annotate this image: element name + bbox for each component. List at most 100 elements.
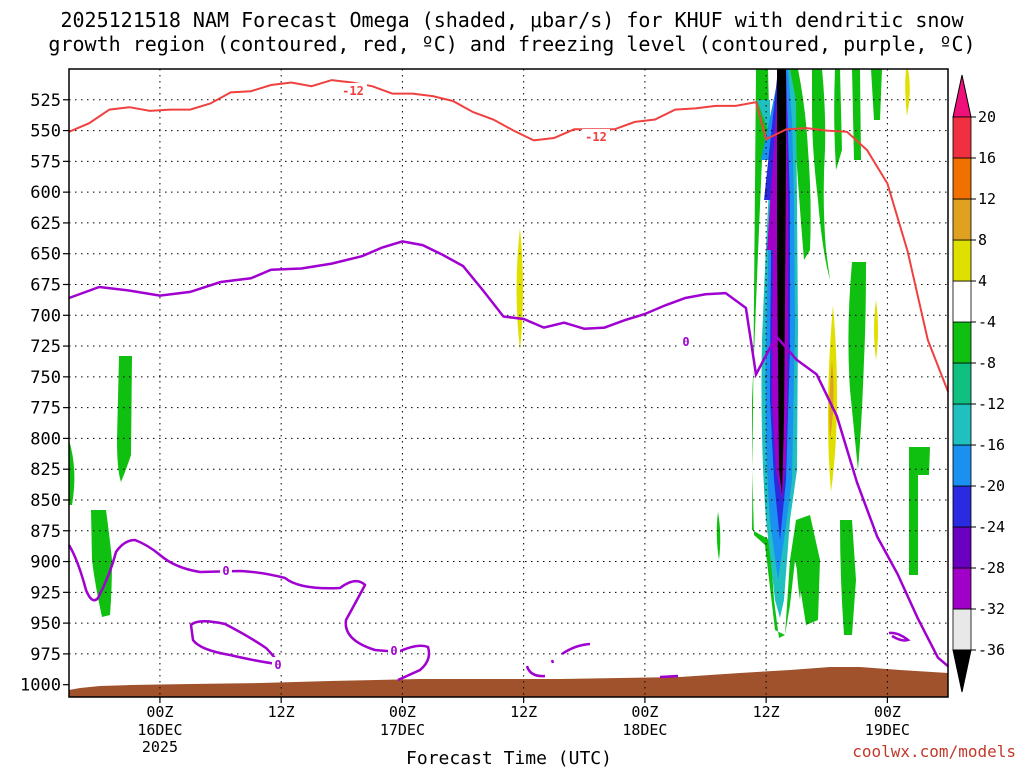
y-tick-label: 950	[30, 614, 61, 634]
omega-negative-blob-4	[716, 512, 721, 560]
colorbar-label: -12	[978, 395, 1005, 413]
y-tick-label: 625	[30, 214, 61, 234]
freezing-label-4: 0	[274, 658, 281, 672]
colorbar-label: -36	[978, 641, 1005, 659]
y-tick-label: 825	[30, 460, 61, 480]
freezing-fragment-base	[525, 642, 591, 678]
freezing-label-bg-2	[220, 563, 232, 578]
chart-title-line-1: 2025121518 NAM Forecast Omega (shaded, μ…	[60, 8, 964, 32]
colorbar-bin	[952, 444, 972, 487]
y-tick-label: 850	[30, 491, 61, 511]
omega-green-edge-right	[909, 447, 930, 575]
freezing-fragment-low-left	[67, 538, 431, 682]
colorbar-label: -4	[978, 313, 996, 331]
freezing-fragment-flat	[659, 674, 679, 679]
x-tick-date: 16DEC	[137, 721, 182, 739]
colorbar-bin	[952, 321, 972, 364]
y-tick-label: 725	[30, 337, 61, 357]
x-tick-date: 17DEC	[380, 721, 425, 739]
omega-negative-blob-1	[69, 440, 75, 505]
colorbar-bin	[952, 485, 972, 528]
y-tick-label: 900	[30, 553, 61, 573]
omega-green-outer-column	[752, 69, 820, 638]
freezing-level-contour	[68, 240, 949, 668]
omega-positive-blob-2-core	[829, 360, 834, 440]
y-tick-label: 525	[30, 91, 61, 111]
colorbar-label: -28	[978, 559, 1005, 577]
omega-positive-blob-3	[905, 69, 910, 116]
colorbar-label: 4	[978, 272, 987, 290]
freezing-label-bg-3	[388, 643, 400, 658]
omega-negative-shading-main	[752, 69, 930, 638]
omega-green-right-streak-1	[812, 69, 830, 280]
credit-text: coolwx.com/models	[852, 742, 1016, 761]
dgz-label-1: -12	[342, 84, 364, 98]
y-tick-label: 650	[30, 245, 61, 265]
dgz-minus12-contour	[68, 79, 949, 392]
omega-green-lower-right	[840, 520, 856, 635]
omega-negative-blob-2	[117, 356, 132, 482]
omega-negative-shading-left	[69, 356, 721, 617]
freezing-label-1: 0	[682, 335, 689, 349]
colorbar-bin	[952, 567, 972, 610]
colorbar-label: -16	[978, 436, 1005, 454]
y-tick-label: 1000	[20, 676, 61, 696]
colorbar-bin	[952, 239, 972, 282]
plot-frame	[68, 68, 949, 698]
dgz-label-2: -12	[585, 130, 607, 144]
contour-labels: -12 -12 0 0 0 0	[220, 83, 692, 672]
x-tick-label: 12Z	[268, 703, 295, 721]
dgz-label-bg-1	[339, 83, 367, 98]
omega-green-bottom-mid	[796, 520, 802, 600]
omega-green-right-streak-4	[871, 69, 882, 120]
colorbar-under-triangle	[952, 649, 972, 693]
colorbar: 20 16 12 8 4 -4 -8 -12 -16 -20 -24 -28 -32 -36	[952, 74, 1005, 693]
colorbar-label: -20	[978, 477, 1005, 495]
terrain-surface	[69, 667, 948, 697]
y-tick-label: 750	[30, 368, 61, 388]
y-tick-label: 550	[30, 122, 61, 142]
colorbar-label: 8	[978, 231, 987, 249]
x-tick-label: 00Z	[146, 703, 173, 721]
colorbar-bin	[952, 198, 972, 241]
x-tick-label: 00Z	[389, 703, 416, 721]
x-tick-label: 00Z	[874, 703, 901, 721]
colorbar-label: 20	[978, 108, 996, 126]
y-tick-label: 775	[30, 399, 61, 419]
chart-title-line-2: growth region (contoured, red, ºC) and f…	[48, 32, 975, 56]
omega-negative-blob-3	[91, 510, 112, 617]
freezing-label-bg-4	[272, 657, 284, 672]
colorbar-bin	[952, 526, 972, 569]
x-tick-label: 00Z	[631, 703, 658, 721]
colorbar-over-triangle	[952, 74, 972, 118]
freezing-label-2: 0	[222, 564, 229, 578]
colorbar-label: -24	[978, 518, 1005, 536]
y-axis: 525 550 575 600 625 650 675 700 725 750 775 800 825 8…	[20, 91, 69, 696]
y-tick-label: 700	[30, 306, 61, 326]
y-tick-label: 925	[30, 583, 61, 603]
omega-positive-blob-4	[874, 300, 878, 360]
colorbar-label: -32	[978, 600, 1005, 618]
colorbar-bin	[952, 157, 972, 200]
y-tick-label: 975	[30, 645, 61, 665]
colorbar-bin	[952, 608, 972, 651]
x-tick-label: 12Z	[510, 703, 537, 721]
y-tick-label: 675	[30, 275, 61, 295]
omega-green-far-right	[848, 262, 866, 470]
y-tick-label: 575	[30, 152, 61, 172]
grid-lines	[69, 69, 948, 697]
colorbar-label: 16	[978, 149, 996, 167]
dgz-label-bg-2	[582, 129, 610, 144]
colorbar-label: -8	[978, 354, 996, 372]
freezing-label-bg-1	[680, 334, 692, 349]
colorbar-bin	[952, 362, 972, 405]
freezing-label-3: 0	[390, 644, 397, 658]
colorbar-bin	[952, 280, 972, 323]
x-tick-date: 18DEC	[622, 721, 667, 739]
y-tick-label: 800	[30, 429, 61, 449]
colorbar-label: 12	[978, 190, 996, 208]
y-tick-label: 600	[30, 183, 61, 203]
x-tick-date: 19DEC	[865, 721, 910, 739]
